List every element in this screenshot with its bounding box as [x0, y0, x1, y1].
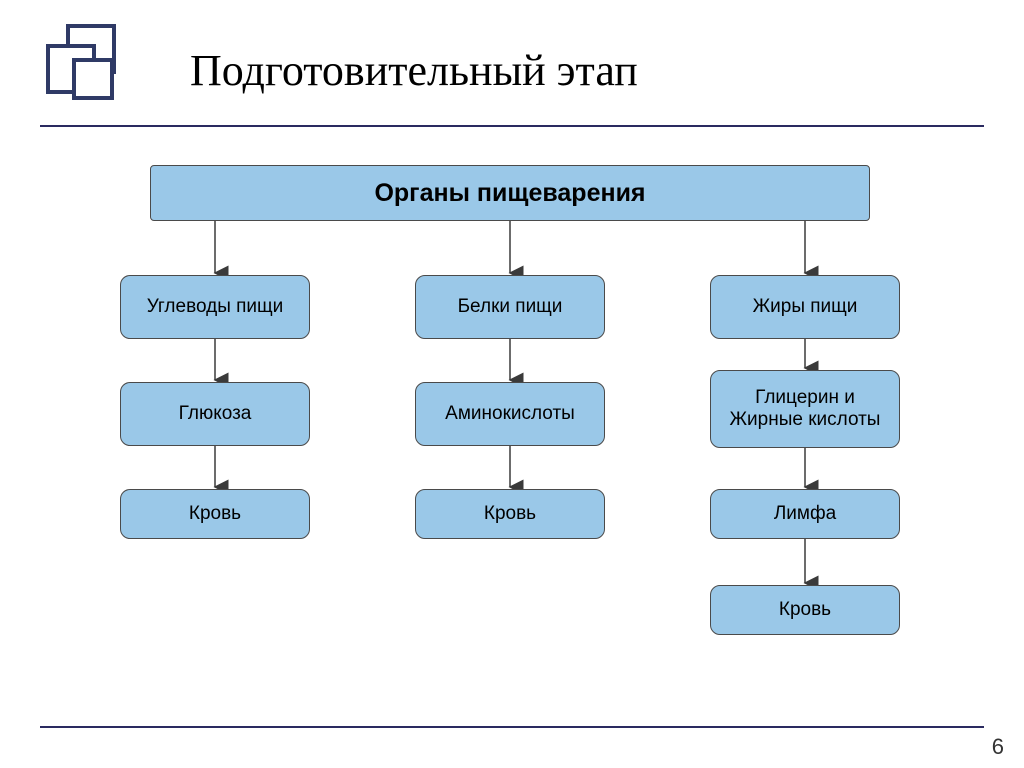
slide-header: Подготовительный этап — [40, 20, 984, 140]
flowchart-node-prot3: Кровь — [415, 489, 605, 539]
flowchart-node-fat1: Жиры пищи — [710, 275, 900, 339]
slide: Подготовительный этап Органы пищеварения… — [0, 0, 1024, 768]
flowchart-node-carb3: Кровь — [120, 489, 310, 539]
slide-title: Подготовительный этап — [190, 45, 638, 96]
flowchart-node-prot2: Аминокислоты — [415, 382, 605, 446]
page-number: 6 — [992, 734, 1004, 760]
flowchart-node-top: Органы пищеварения — [150, 165, 870, 221]
flowchart-node-prot1: Белки пищи — [415, 275, 605, 339]
header-rule — [40, 125, 984, 127]
flowchart-node-fat3: Лимфа — [710, 489, 900, 539]
flowchart: Органы пищеварения Углеводы пищи Белки пищ… — [0, 155, 1024, 715]
flowchart-node-carb1: Углеводы пищи — [120, 275, 310, 339]
logo-squares-icon — [40, 20, 140, 120]
flowchart-node-fat4: Кровь — [710, 585, 900, 635]
flowchart-node-fat2: Глицерин и Жирные кислоты — [710, 370, 900, 448]
footer-rule — [40, 726, 984, 728]
flowchart-node-carb2: Глюкоза — [120, 382, 310, 446]
